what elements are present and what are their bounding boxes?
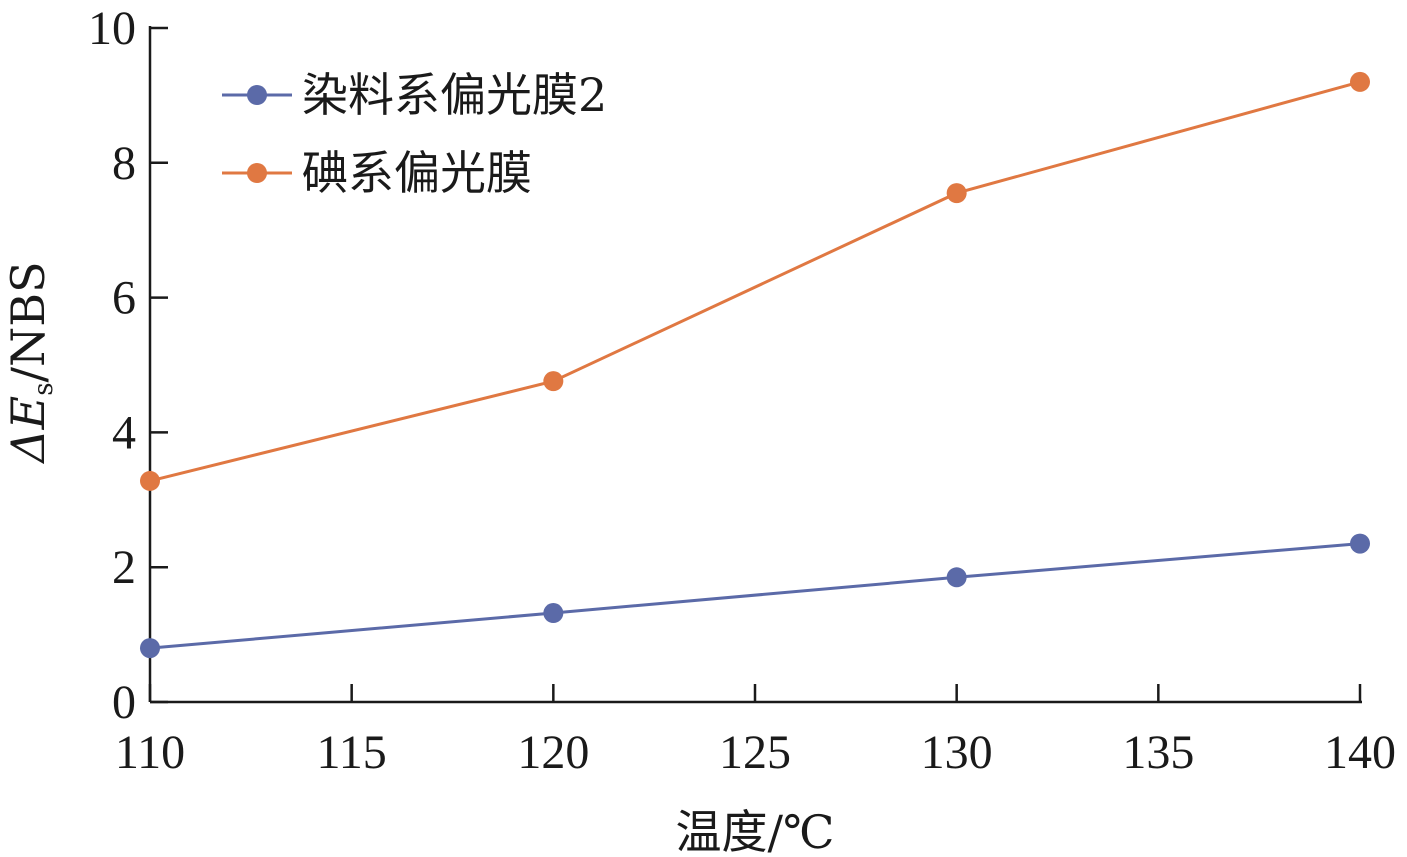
y-axis-title: ΔEs/NBS [1, 261, 59, 464]
y-tick-label-8: 8 [112, 137, 136, 190]
y-axis-title-unit: /NBS [1, 261, 55, 382]
x-tick-label-140: 140 [1324, 726, 1396, 779]
y-axis-title-delta-e: ΔE [1, 396, 55, 465]
series-1-point-140 [1350, 533, 1370, 554]
x-tick-label-115: 115 [317, 726, 387, 779]
series-1-point-110 [140, 638, 160, 659]
y-tick-label-2: 2 [112, 541, 136, 594]
legend-marker-2 [247, 163, 267, 183]
x-tick-label-130: 130 [921, 726, 993, 779]
series-2-point-130 [946, 183, 967, 204]
axes: 0 2 4 6 8 10 110 115 120 125 130 135 140 [88, 2, 1396, 779]
y-tick-label-0: 0 [112, 676, 136, 729]
legend: 染料系偏光膜2 碘系偏光膜 [222, 68, 607, 200]
y-tick-label-4: 4 [112, 406, 136, 459]
series-1-point-130 [946, 567, 967, 588]
x-tick-label-125: 125 [719, 726, 791, 779]
x-tick-label-135: 135 [1122, 726, 1194, 779]
y-axis-title-subscript: s [29, 382, 59, 395]
legend-label-1: 染料系偏光膜2 [302, 68, 607, 122]
series-1-point-120 [543, 603, 564, 624]
legend-label-2: 碘系偏光膜 [302, 146, 532, 200]
series-2-point-120 [543, 371, 564, 392]
legend-marker-1 [247, 85, 267, 105]
series-2-point-140 [1350, 71, 1370, 92]
x-axis-title: 温度/℃ [676, 805, 835, 857]
series-2-point-110 [140, 470, 160, 491]
series-2-line [149, 80, 1361, 483]
y-tick-label-10: 10 [88, 2, 136, 55]
series-1-line [149, 542, 1361, 650]
x-tick-label-110: 110 [115, 726, 185, 779]
series-2 [140, 71, 1370, 491]
y-tick-label-6: 6 [112, 272, 136, 325]
series-layer [140, 71, 1370, 659]
series-1 [140, 533, 1370, 659]
x-tick-label-120: 120 [517, 726, 589, 779]
